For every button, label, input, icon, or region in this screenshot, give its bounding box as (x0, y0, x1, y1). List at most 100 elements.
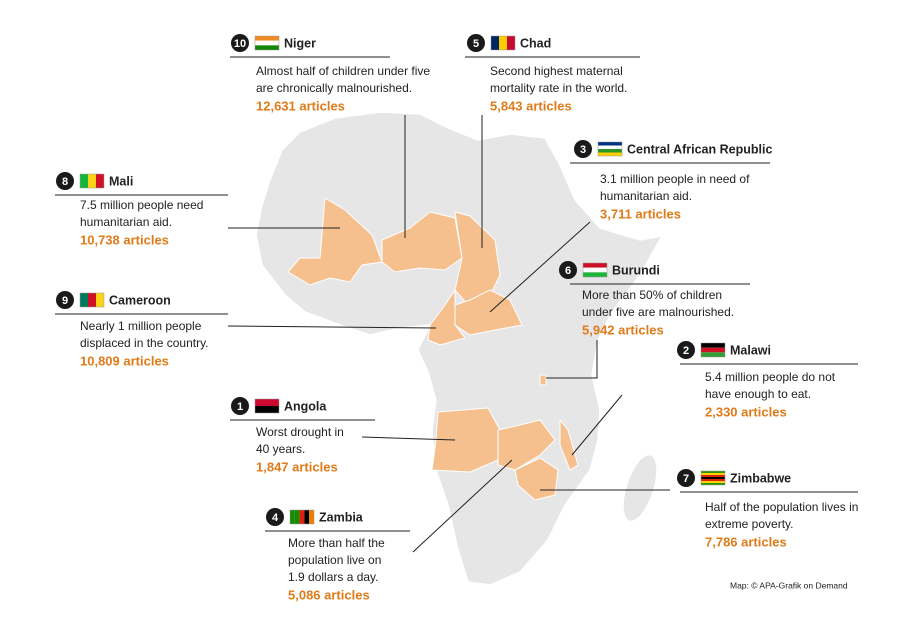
description-line: Almost half of children under five (256, 64, 430, 78)
flag-stripe (507, 36, 515, 50)
flag-stripe (96, 293, 104, 307)
niger (381, 211, 463, 273)
callout: 8 Mali 7.5 million people need humanitarian… (55, 172, 340, 247)
country-name: Chad (520, 36, 551, 50)
rank-badge (467, 34, 485, 52)
flag-stripe (701, 347, 725, 353)
malawi (559, 418, 579, 471)
country-name: Cameroon (109, 293, 171, 307)
country-name: Malawi (730, 343, 771, 357)
description-line: 5.4 million people do not (705, 370, 836, 384)
country-name: Angola (284, 399, 327, 413)
flag-stripe (701, 343, 725, 348)
rank: 10 (234, 38, 246, 50)
mali (287, 197, 383, 286)
leader-line (489, 221, 591, 313)
callout: 2 Malawi 5.4 million people do not have eno… (571, 341, 858, 456)
flag-stripe (701, 483, 725, 485)
flag-stripe (499, 36, 507, 50)
flag-stripe (583, 263, 607, 268)
flag-stripe (255, 40, 279, 46)
flag-border (582, 262, 608, 278)
flag-border (289, 509, 315, 525)
rank: 3 (580, 144, 586, 156)
description-line: mortality rate in the world. (490, 81, 627, 95)
flag-border (254, 35, 280, 51)
rank-badge (231, 34, 249, 52)
flag-border (700, 470, 726, 486)
article-count: 5,086 articles (288, 587, 370, 602)
madagascar (623, 455, 657, 521)
flag-stripe (598, 149, 622, 153)
flag-stripe (701, 352, 725, 357)
flag-border (700, 342, 726, 358)
rank: 1 (237, 401, 243, 413)
article-count: 1,847 articles (256, 459, 338, 474)
description-line: 3.1 million people in need of (600, 172, 750, 186)
flag-stripe (96, 174, 104, 188)
flag-stripe (299, 510, 305, 524)
flag-stripe (80, 293, 88, 307)
credit: Map: © APA-Grafik on Demand (730, 580, 848, 590)
country-name: Mali (109, 174, 133, 188)
flag-stripe (88, 293, 96, 307)
flag-stripe (294, 510, 300, 524)
flag-border (490, 35, 516, 51)
country-name: Zambia (319, 510, 364, 524)
callout: 3 Central African Republic 3.1 million peo… (489, 140, 772, 313)
description-line: More than 50% of children (582, 288, 722, 302)
callout: 4 Zambia More than half the population live… (265, 459, 513, 602)
angola (431, 407, 501, 473)
country-name: Niger (284, 36, 316, 50)
callout: 7 Zimbabwe Half of the population lives in… (540, 469, 858, 549)
country-name: Zimbabwe (730, 471, 791, 485)
description-line: extreme poverty. (705, 517, 793, 531)
description-line: humanitarian aid. (80, 215, 172, 229)
flag-stripe (255, 406, 279, 413)
rank: 5 (473, 38, 479, 50)
flag-border (79, 173, 105, 189)
description-line: Nearly 1 million people (80, 319, 202, 333)
country-name: Burundi (612, 263, 660, 277)
zambia (497, 419, 556, 471)
flag-stripe (309, 510, 314, 524)
flag-stripe (290, 510, 295, 524)
burundi (539, 374, 547, 386)
article-count: 10,738 articles (80, 232, 169, 247)
flag-stripe (255, 36, 279, 41)
rank: 6 (565, 265, 571, 277)
article-count: 5,843 articles (490, 98, 572, 113)
callout: 10 Niger Almost half of children under fiv… (230, 34, 430, 238)
article-count: 3,711 articles (600, 206, 681, 221)
africa-map (255, 111, 664, 586)
flag-stripe (701, 479, 725, 481)
callout: 5 Chad Second highest maternal mortality ra… (465, 34, 640, 248)
description-line: Second highest maternal (490, 64, 623, 78)
description-line: humanitarian aid. (600, 189, 692, 203)
article-count: 7,786 articles (705, 534, 787, 549)
flag-stripe (255, 45, 279, 50)
rank-badge (56, 291, 74, 309)
description-line: 1.9 dollars a day. (288, 570, 379, 584)
rank-badge (574, 140, 592, 158)
cameroon (427, 288, 466, 346)
car (454, 289, 523, 336)
article-count: 5,942 articles (582, 322, 664, 337)
flag-stripe (701, 473, 725, 475)
article-count: 12,631 articles (256, 98, 345, 113)
leader-line (227, 325, 437, 329)
rank: 7 (683, 473, 689, 485)
flag-border (254, 398, 280, 414)
rank-badge (266, 508, 284, 526)
flag-stripe (598, 142, 622, 146)
flag-stripe (701, 477, 725, 479)
rank-badge (231, 397, 249, 415)
description-line: 40 years. (256, 442, 305, 456)
rank: 4 (272, 512, 279, 524)
article-count: 2,330 articles (705, 404, 787, 419)
description-line: 7.5 million people need (80, 198, 203, 212)
leader-line (546, 340, 598, 379)
description-line: displaced in the country. (80, 336, 209, 350)
description-line: Worst drought in (256, 425, 344, 439)
